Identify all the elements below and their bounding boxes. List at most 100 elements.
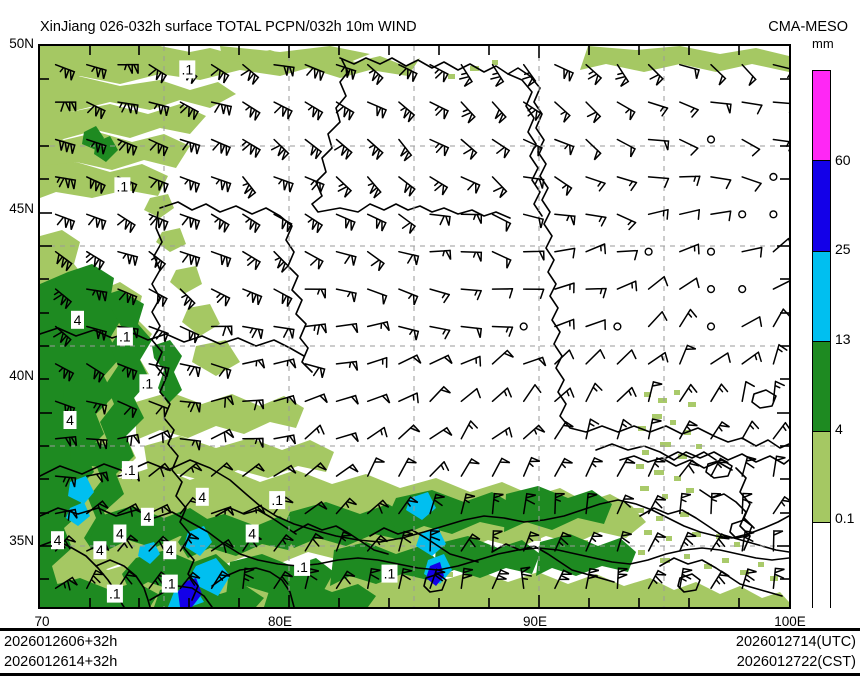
wind-barb [616, 386, 637, 403]
wind-barb [242, 325, 264, 339]
wind-barb [460, 250, 483, 262]
contour-label-7: 4 [144, 509, 152, 525]
wind-barb [522, 492, 536, 515]
colorbar-band-3 [813, 340, 830, 432]
wind-barb [335, 497, 357, 515]
contour-label-14: .1 [164, 576, 176, 592]
footer-rule-bottom [0, 673, 860, 676]
wind-barb [491, 530, 503, 552]
wind-barb [270, 138, 290, 161]
wind-barb [398, 392, 419, 404]
colorbar[interactable] [812, 70, 831, 612]
wind-barb [741, 316, 763, 328]
wind-barb [273, 213, 293, 233]
wind-barb [210, 505, 235, 516]
wind-barb [585, 456, 603, 477]
footer-valid-utc: 2026012714(UTC) [735, 634, 856, 650]
wind-barb [616, 249, 639, 261]
contour-label-4: .1 [142, 375, 154, 391]
wind-barb [522, 531, 540, 552]
colorbar-band-4 [813, 431, 830, 522]
wind-barb [429, 213, 451, 226]
wind-barb [741, 176, 762, 192]
wind-barb [210, 101, 233, 116]
wind-barb [554, 213, 576, 226]
wind-barb [273, 533, 294, 552]
wind-barb [398, 354, 422, 365]
wind-barb [398, 63, 418, 83]
wind-barb [522, 288, 545, 300]
contour-label-bg [161, 574, 178, 593]
wind-barb [148, 400, 169, 418]
wind-barb [710, 352, 731, 365]
wind-barb [398, 424, 421, 440]
wind-barb [585, 101, 602, 124]
wind-barb [679, 531, 697, 552]
wind-barb [772, 495, 789, 515]
wind-barb [679, 175, 701, 187]
wind-barb [210, 250, 232, 268]
wind-barb [772, 138, 789, 152]
wind-barb [210, 288, 231, 307]
contour-label-bg [106, 584, 123, 603]
wind-barb [429, 354, 453, 365]
wind-barb [491, 176, 508, 199]
footer-init-utc: 2026012606+32h [4, 634, 118, 650]
wind-barb [398, 138, 413, 162]
wind-barb [398, 325, 420, 341]
wind-barb [772, 455, 786, 477]
map-plot-area[interactable]: .1.1 4.1.1 4.1 4 4 4 4 4 4 4.1.1.1.1.1 [38, 44, 791, 609]
wind-barb [710, 101, 732, 114]
wind-barb [491, 213, 512, 232]
wind-barb [210, 138, 231, 156]
wind-barb [366, 250, 385, 272]
wind-barb [679, 344, 697, 365]
chart-title: XinJiang 026-032h surface TOTAL PCPN/032… [40, 19, 417, 35]
wind-barb [429, 461, 450, 477]
contour-label-6: .1 [124, 462, 136, 478]
wind-barb [117, 213, 136, 234]
wind-barb [86, 400, 108, 415]
wind-barb [53, 325, 72, 347]
wind-calm-symbol [738, 210, 747, 219]
wind-barb [554, 420, 574, 440]
wind-barb [460, 355, 482, 367]
wind-barb [647, 494, 667, 515]
wind-barb [554, 138, 575, 156]
wind-barb [242, 399, 265, 411]
wind-barb [460, 325, 483, 338]
wind-barb [679, 138, 699, 156]
wind-barb [366, 63, 384, 86]
wind-barb [522, 384, 542, 403]
wind-barb [585, 349, 606, 365]
wind-barb [148, 176, 169, 193]
wind-barb [585, 243, 607, 255]
wind-barb [210, 176, 232, 193]
wind-barb [304, 323, 327, 335]
wind-barb [179, 138, 201, 155]
wind-barb [366, 393, 391, 404]
wind-barb [616, 567, 628, 590]
wind-barb [86, 471, 109, 483]
wind-barb [616, 138, 637, 158]
contour-label-bg [269, 491, 286, 510]
colorbar-tick-25: 25 [835, 241, 851, 258]
wind-barb [679, 420, 698, 440]
wind-barb [86, 325, 108, 341]
wind-barb [647, 176, 670, 188]
wind-barb [491, 288, 514, 299]
wind-barb [679, 459, 700, 477]
wind-barb [273, 358, 297, 369]
contour-label-bg [113, 524, 127, 543]
wind-barb [554, 247, 576, 259]
wind-barb [86, 101, 106, 120]
wind-barb [242, 504, 266, 515]
wind-barb [242, 567, 255, 590]
wind-barb [210, 363, 232, 379]
wind-barb [366, 567, 381, 590]
wind-barb [366, 534, 388, 552]
colorbar-band-1 [813, 160, 830, 251]
wind-barb [491, 138, 511, 159]
wind-barb [460, 213, 483, 224]
wind-barb [616, 213, 637, 231]
